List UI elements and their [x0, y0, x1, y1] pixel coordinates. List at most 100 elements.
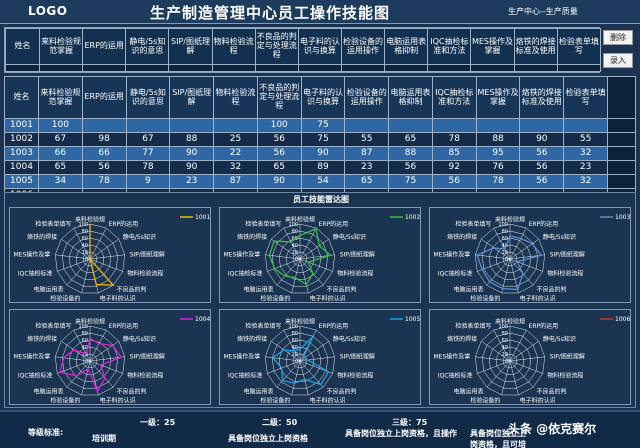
radar-axis-label: 来料检验规 [495, 216, 525, 224]
radar-axis-label: 物料检验流程 [547, 372, 583, 380]
input-cell[interactable] [82, 64, 127, 72]
radar-spoke [265, 356, 301, 362]
radar-grid-ring [495, 346, 525, 375]
input-cell[interactable] [340, 64, 386, 72]
legend-label: 1002 [405, 214, 420, 221]
radar-tick-label: 100 [78, 324, 88, 330]
score-cell: 66 [81, 146, 127, 161]
employee-id: 1002 [4, 132, 39, 147]
table-row[interactable]: 1005 34 78 9 23 87 90 54 65 75 56 78 56 32 [4, 174, 636, 189]
radar-tick-label: 60 [82, 236, 88, 242]
radar-chart[interactable]: 来料检验规 ERP的运用 静电/5s知识 SIP/图纸理解 物料检验流程 不良品的判 电子料… [9, 309, 211, 405]
radar-title: 员工技能雷达图 [293, 195, 349, 204]
radar-tick-label: 80 [292, 229, 298, 235]
radar-axis-label: 不良品的判 [117, 387, 147, 395]
radar-spoke [89, 360, 114, 388]
radar-series-line [59, 337, 123, 393]
radar-spoke [267, 360, 301, 374]
tier3-score: 三级：75 [392, 418, 428, 427]
radar-tick-label: 100 [498, 324, 508, 330]
input-cell[interactable] [384, 64, 429, 72]
top-bar: LOGO 生产制造管理中心员工操作技能图 生产中心--生产质量 [0, 0, 640, 24]
radar-axis-label: 检验设备的 [470, 294, 500, 302]
radar-spoke [299, 238, 329, 260]
radar-spoke [89, 340, 119, 362]
score-cell: 75 [300, 132, 346, 147]
radar-axis-label: 不良品的判 [327, 285, 357, 293]
radar-chart[interactable]: 来料检验规 ERP的运用 静电/5s知识 SIP/图纸理解 物料检验流程 不良品的判 电子料… [9, 207, 211, 303]
header-skill: SIP/图纸理解 [169, 76, 215, 119]
tier4-desc: 具备岗位独立上岗资格，且可培训其他人工作 [470, 429, 526, 448]
input-cell[interactable] [556, 64, 602, 72]
radar-axis-label: 物料检验流程 [127, 372, 163, 380]
radar-axis-label: 物料检验流程 [337, 372, 373, 380]
input-cell[interactable] [254, 64, 299, 72]
input-cell[interactable] [125, 64, 170, 72]
tier2-desc: 具备岗位独立上岗资格 [228, 434, 308, 443]
input-cell[interactable] [211, 64, 256, 72]
input-cell[interactable] [297, 64, 342, 72]
delete-button[interactable]: 删除 [603, 30, 633, 45]
radar-axis-label: SIP/图纸理解 [340, 251, 375, 259]
input-cell[interactable] [5, 64, 40, 72]
radar-spoke [283, 227, 301, 260]
radar-spoke [486, 258, 511, 286]
radar-spoke [509, 238, 539, 260]
score-table: 姓名 来料检验规范掌握 ERP的运用 静电/5s知识的意思 SIP/图纸理解 物… [4, 76, 636, 219]
radar-chart[interactable]: 来料检验规 ERP的运用 静电/5s知识 SIP/图纸理解 物料检验流程 不良品的判 电子料… [219, 207, 421, 303]
input-header-skill: 物料检验流程 [211, 28, 256, 65]
entry-button[interactable]: 录入 [603, 53, 633, 68]
input-table: 姓名 来料检验规范掌握 ERP的运用 静电/5s知识的意思 SIP/图纸理解 物… [5, 28, 602, 72]
score-cell: 95 [475, 146, 521, 161]
level-label: 等级标准: [28, 428, 64, 437]
table-row[interactable]: 1002 67 98 67 88 25 56 75 55 65 78 88 90 55 [4, 132, 636, 147]
radar-axis-label: 电子料的认识 [100, 396, 136, 404]
radar-spoke [55, 356, 91, 362]
score-cell: 67 [38, 132, 83, 147]
radar-grid-ring [264, 325, 336, 396]
score-cell: 65 [38, 160, 83, 175]
radar-chart[interactable]: 来料检验规 ERP的运用 静电/5s知识 SIP/图纸理解 物料检验流程 不良品的判 电子料… [429, 207, 631, 303]
radar-spoke [89, 329, 107, 362]
score-cell: 34 [38, 174, 83, 189]
table-row[interactable]: 1003 66 66 77 90 22 56 90 87 88 85 95 56 32 [4, 146, 636, 161]
radar-axis-label: 来料检验规 [285, 318, 315, 326]
input-cell[interactable] [513, 64, 558, 72]
radar-spoke [501, 258, 511, 294]
table-row[interactable]: 1001 100 100 75 [4, 118, 636, 133]
logo: LOGO [28, 4, 68, 18]
radar-series-line [476, 235, 543, 291]
radar-tick-label: 100 [78, 222, 88, 228]
input-cell[interactable] [427, 64, 472, 72]
radar-grid-ring [474, 223, 546, 294]
table-row[interactable]: 1004 65 56 78 90 32 65 89 23 56 92 76 56 23 [4, 160, 636, 175]
radar-tick-label: 20 [292, 250, 298, 256]
radar-chart[interactable]: 来料检验规 ERP的运用 静电/5s知识 SIP/图纸理解 物料检验流程 不良品的判 电子料… [219, 309, 421, 405]
score-cell: 88 [169, 132, 215, 147]
radar-spoke [73, 329, 91, 362]
radar-grid-ring [502, 353, 518, 369]
radar-axis-label: 不良品的判 [537, 285, 567, 293]
radar-grid-ring [271, 230, 329, 287]
radar-axis-label: 烙铁的焊接 [27, 335, 57, 343]
radar-spoke [267, 258, 301, 272]
radar-axis-label: 静电/5s知识 [333, 233, 366, 241]
radar-axis-label: 来料检验规 [285, 216, 315, 224]
legend-label: 1001 [195, 214, 210, 221]
employee-id: 1004 [4, 160, 39, 175]
input-cell[interactable] [38, 64, 84, 72]
radar-tick-label: 60 [82, 338, 88, 344]
radar-axis-label: 电脑运用表 [33, 285, 63, 293]
score-cell: 25 [213, 132, 258, 147]
input-cell[interactable] [470, 64, 515, 72]
radar-spoke [265, 254, 301, 260]
tier1-score: 一级：25 [140, 418, 176, 427]
score-cell [125, 118, 171, 133]
radar-spoke [299, 360, 309, 396]
input-header-skill: 电脑运用表格抑制 [384, 28, 429, 65]
radar-grid-ring [285, 346, 315, 375]
radar-chart[interactable]: 来料检验规 ERP的运用 静电/5s知识 SIP/图纸理解 物料检验流程 不良品的判 电子料… [429, 309, 631, 405]
score-cell: 90 [300, 146, 346, 161]
score-cell: 56 [256, 146, 302, 161]
input-cell[interactable] [168, 64, 213, 72]
